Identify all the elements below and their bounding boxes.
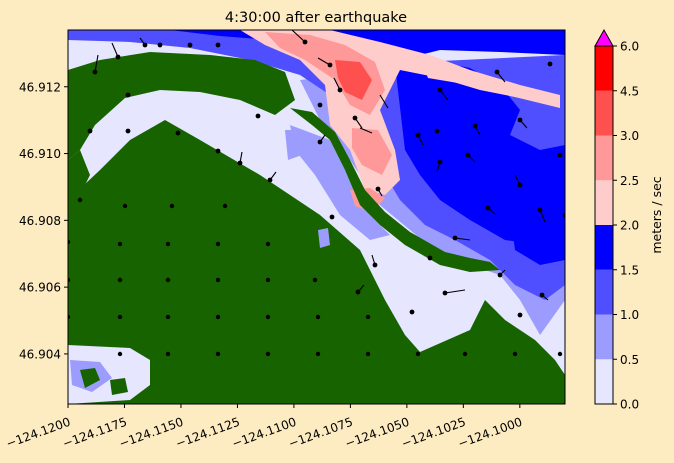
fast-flow-3.0-patch	[352, 128, 392, 175]
colorbar-segment	[595, 135, 613, 181]
fast-flow-2.0-right	[510, 200, 565, 265]
colorbar-tick-label: 1.0	[620, 308, 639, 322]
chart-title: 4:30:00 after earthquake	[225, 10, 407, 26]
colorbar-tick-label: 2.5	[620, 174, 639, 188]
colorbar-segment	[595, 180, 613, 225]
fast-flow-4.5	[335, 60, 372, 100]
x-tick-label: −124.1075	[287, 415, 355, 451]
x-tick-label: −124.1150	[117, 415, 185, 451]
colorbar-tick-label: 3.0	[620, 129, 639, 143]
colorbar-extend-triangle	[594, 28, 614, 47]
colorbar-segment	[595, 314, 613, 360]
y-tick-label: 46.910	[19, 147, 61, 161]
colorbar-tick-label: 6.0	[620, 40, 639, 54]
colorbar-segment	[595, 46, 613, 91]
southwest-islets	[80, 368, 128, 395]
map-area	[68, 30, 565, 404]
x-tick-label: −124.1100	[230, 415, 298, 451]
ocean-strip-2.5	[425, 70, 560, 108]
x-tick-label: −124.1050	[343, 415, 411, 451]
colorbar-tick-label: 0.0	[620, 398, 639, 412]
colorbar-segment	[595, 225, 613, 270]
y-axis: 46.904 46.906 46.908 46.910 46.912	[19, 80, 68, 361]
land-west-edge	[68, 150, 90, 200]
velocity-markers	[87, 39, 565, 318]
colorbar-tick-label: 1.5	[620, 263, 639, 277]
land-barrier-strip	[290, 108, 500, 272]
y-tick-label: 46.904	[19, 347, 61, 361]
speed-band-0.5-channel	[290, 125, 390, 240]
x-tick-label: −124.1200	[4, 415, 72, 451]
colorbar: 0.0 0.5 1.0 1.5 2.0 2.5 3.0 4.5 6.0	[594, 28, 639, 412]
land-north-spit	[68, 52, 295, 160]
colorbar-segment	[595, 90, 613, 136]
fast-flow-2.5	[240, 30, 560, 195]
y-tick-label: 46.908	[19, 214, 61, 228]
x-tick-label: −124.1175	[61, 415, 129, 451]
colorbar-tick-label: 2.0	[620, 219, 639, 233]
speed-band-2.0	[395, 60, 565, 245]
grid-markers-land	[68, 197, 563, 357]
x-axis: −124.1200−124.1175−124.1150−124.1125−124…	[4, 404, 524, 451]
colorbar-tick-label: 0.5	[620, 353, 639, 367]
map-frame	[67, 29, 566, 405]
y-tick-label: 46.912	[19, 80, 61, 94]
x-tick-label: −124.1025	[400, 415, 468, 451]
colorbar-tick-label: 4.5	[620, 84, 639, 98]
land-southwest	[68, 120, 565, 404]
colorbar-label: meters / sec	[649, 176, 664, 253]
x-tick-label: −124.1125	[174, 415, 242, 451]
colorbar-segment	[595, 269, 613, 315]
x-tick-label: −124.1000	[456, 415, 524, 451]
y-tick-label: 46.906	[19, 281, 61, 295]
colorbar-segment	[595, 359, 613, 404]
coastal-shallow-area	[285, 130, 330, 248]
